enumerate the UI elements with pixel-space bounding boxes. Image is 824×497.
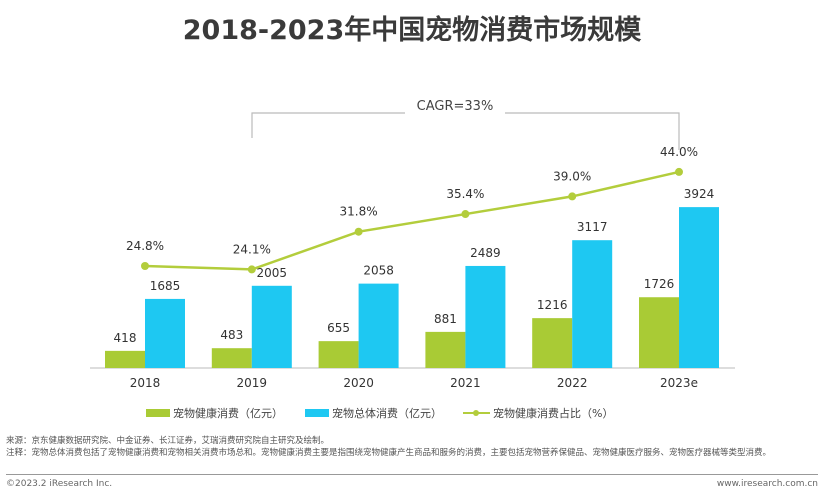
bar-health [105, 350, 145, 368]
bar-total-label: 3117 [577, 220, 608, 234]
bar-health [318, 341, 359, 368]
divider [6, 474, 818, 475]
bar-total-label: 1685 [150, 279, 181, 293]
x-tick-label: 2023e [660, 376, 698, 390]
share-point [141, 262, 149, 270]
legend-swatch-health [146, 409, 170, 417]
bar-health [211, 348, 252, 368]
chart-title: 2018-2023年中国宠物消费市场规模 [182, 15, 642, 46]
share-label: 24.1% [233, 242, 271, 256]
share-point [247, 265, 256, 274]
share-point [675, 167, 683, 176]
x-tick-label: 2019 [237, 376, 268, 390]
bar-total [572, 240, 613, 368]
bar-health-label: 655 [327, 321, 350, 335]
share-line [144, 170, 680, 271]
footnote: 注释：宠物总体消费包括了宠物健康消费和宠物相关消费市场总和。宠物健康消费主要是指… [6, 448, 772, 458]
share-point [354, 227, 363, 236]
cagr-label: CAGR=33% [417, 99, 494, 114]
bar-total-label: 2005 [257, 266, 288, 280]
cagr-bracket [251, 112, 680, 150]
cagr-bg [405, 95, 505, 117]
share-label: 35.4% [446, 187, 484, 201]
bar-total-label: 3924 [684, 187, 715, 201]
bar-total [465, 265, 506, 368]
legend-label-health: 宠物健康消费（亿元） [173, 406, 283, 420]
x-tick-label: 2020 [343, 376, 374, 390]
legend-marker-share [473, 410, 479, 416]
bar-health-label: 881 [434, 312, 457, 326]
bar-health [639, 297, 679, 368]
share-label: 24.8% [126, 239, 164, 253]
bar-health [425, 331, 466, 368]
bar-health-label: 1726 [644, 277, 675, 291]
bar-health-label: 1216 [537, 298, 568, 312]
website: www.iresearch.com.cn [716, 479, 818, 489]
legend-swatch-total [305, 409, 329, 417]
share-point [461, 210, 470, 219]
share-label: 39.0% [553, 169, 591, 183]
legend-label-share: 宠物健康消费占比（%） [493, 406, 613, 420]
copyright: ©2023.2 iResearch Inc. [6, 479, 113, 489]
share-label: 31.8% [340, 205, 378, 219]
bar-total-label: 2489 [470, 246, 501, 260]
bar-health-label: 418 [114, 331, 137, 345]
bar-health [532, 318, 573, 368]
bar-total-label: 2058 [363, 264, 394, 278]
x-tick-label: 2018 [130, 376, 161, 390]
bar-total [358, 283, 399, 368]
bar-total [679, 207, 719, 368]
share-point [568, 192, 577, 201]
source-note: 来源：京东健康数据研究院、中金证券、长江证券，艾瑞消费研究院自主研究及绘制。 [6, 436, 330, 446]
share-label: 44.0% [660, 145, 698, 159]
legend-label-total: 宠物总体消费（亿元） [332, 406, 442, 420]
chart-svg: 418 1685 2018 483 2005 2019 655 2058 2020 881 2489… [90, 95, 735, 420]
x-tick-label: 2021 [450, 376, 481, 390]
bar-health-label: 483 [220, 328, 243, 342]
bar-total [145, 298, 185, 368]
x-tick-label: 2022 [557, 376, 588, 390]
bar-total [251, 285, 292, 368]
